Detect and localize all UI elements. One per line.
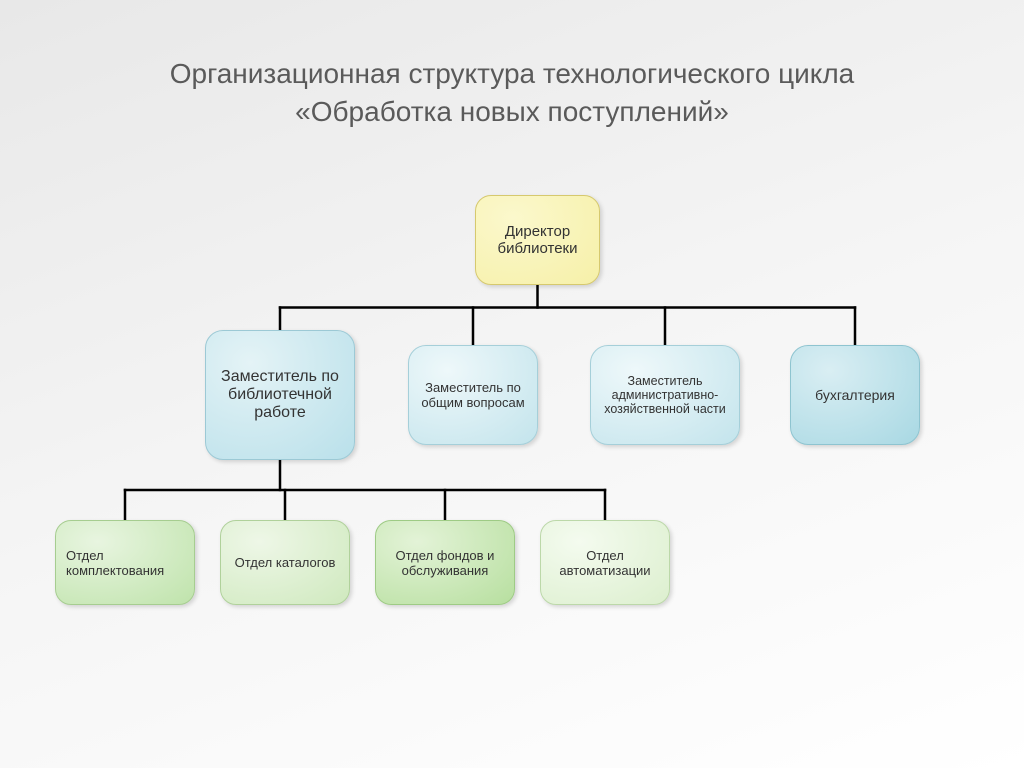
org-chart-slide: Организационная структура технологическо… bbox=[0, 0, 1024, 768]
node-dept-automation: Отдел автоматизации bbox=[540, 520, 670, 605]
node-deputy-library: Заместитель по библиотечной работе bbox=[205, 330, 355, 460]
node-deputy-admin: Заместитель административно-хозяйственно… bbox=[590, 345, 740, 445]
node-deputy-general: Заместитель по общим вопросам bbox=[408, 345, 538, 445]
node-accounting: бухгалтерия bbox=[790, 345, 920, 445]
slide-title: Организационная структура технологическо… bbox=[0, 55, 1024, 131]
node-director: Директор библиотеки bbox=[475, 195, 600, 285]
node-dept-acquisition: Отдел комплектования bbox=[55, 520, 195, 605]
title-line-1: Организационная структура технологическо… bbox=[170, 58, 854, 89]
node-dept-funds: Отдел фондов и обслуживания bbox=[375, 520, 515, 605]
node-dept-catalogs: Отдел каталогов bbox=[220, 520, 350, 605]
title-line-2: «Обработка новых поступлений» bbox=[295, 96, 729, 127]
